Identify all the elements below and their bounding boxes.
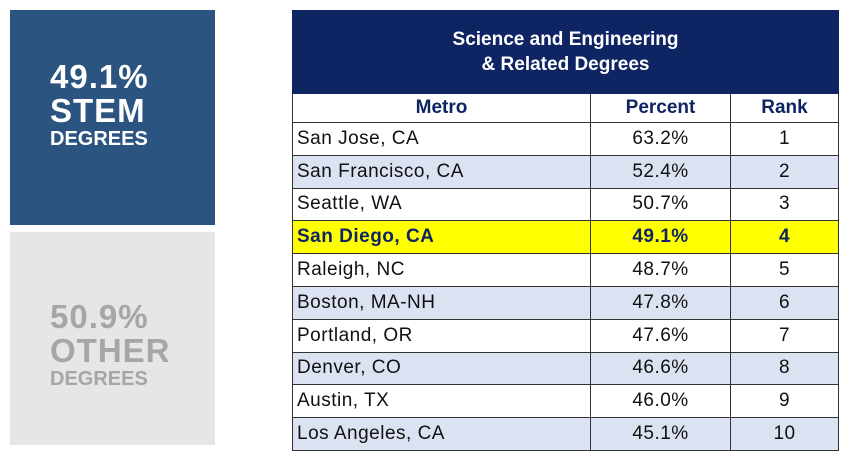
table-cell: 6 (729, 285, 840, 320)
table-cell: Austin, TX (292, 384, 591, 419)
table-cell: 8 (729, 351, 840, 386)
other-panel: 50.9% OTHER DEGREES (10, 232, 215, 445)
table-cell: 10 (729, 417, 840, 451)
table-cell: 46.0% (590, 384, 731, 419)
table-row: San Francisco, CA 52.4% 2 (292, 154, 840, 189)
column-header: Metro (292, 93, 591, 123)
table-row: Boston, MA-NH 47.8% 6 (292, 285, 840, 320)
table-cell: 9 (729, 384, 840, 419)
table-cell: 48.7% (590, 253, 731, 287)
title-line: & Related Degrees (481, 54, 650, 75)
panel-label: STEM (50, 92, 146, 129)
table-row: Portland, OR 47.6% 7 (292, 318, 840, 353)
table-cell: 4 (729, 220, 840, 255)
table-cell: San Jose, CA (292, 122, 591, 156)
table-cell: 63.2% (590, 122, 731, 156)
table-cell: 5 (729, 253, 840, 287)
table-cell: 49.1% (590, 220, 731, 255)
table-cell: 46.6% (590, 351, 731, 386)
table-row: Raleigh, NC 48.7% 5 (292, 253, 840, 287)
table-cell: Denver, CO (292, 351, 591, 386)
table-cell: Raleigh, NC (292, 253, 591, 287)
title-line: Science and Engineering (452, 29, 679, 50)
table-cell: Boston, MA-NH (292, 285, 591, 320)
table-row: Denver, CO 46.6% 8 (292, 351, 840, 386)
table-cell: 50.7% (590, 187, 731, 222)
table-cell: 3 (729, 187, 840, 222)
table-row: Seattle, WA 50.7% 3 (292, 187, 840, 222)
panel-sub: DEGREES (50, 128, 148, 150)
panel-label: OTHER (50, 332, 171, 369)
table-row: Austin, TX 46.0% 9 (292, 384, 840, 419)
table-row: San Jose, CA 63.2% 1 (292, 122, 840, 156)
table-cell: Los Angeles, CA (292, 417, 591, 451)
stem-panel: 49.1% STEM DEGREES (10, 10, 215, 225)
ranking-table: Science and Engineering & Related Degrees… (291, 10, 840, 451)
panel-sub: DEGREES (50, 368, 148, 390)
column-header: Percent (590, 93, 731, 123)
table-title: Science and Engineering & Related Degrees (291, 10, 840, 94)
column-header: Rank (729, 93, 840, 123)
panel-value: 50.9% (50, 298, 149, 335)
table-cell: 45.1% (590, 417, 731, 451)
table-cell: 47.6% (590, 318, 731, 353)
table-cell: 52.4% (590, 154, 731, 189)
table-cell: 7 (729, 318, 840, 353)
table-row: Los Angeles, CA 45.1% 10 (292, 417, 840, 451)
table-cell: Seattle, WA (292, 187, 591, 222)
table-cell: San Francisco, CA (292, 154, 591, 189)
table-cell: 1 (729, 122, 840, 156)
panel-value: 49.1% (50, 58, 149, 95)
table-cell: 47.8% (590, 285, 731, 320)
table-cell: San Diego, CA (292, 220, 591, 255)
table-cell: 2 (729, 154, 840, 189)
table-row: San Diego, CA 49.1% 4 (292, 220, 840, 255)
table-cell: Portland, OR (292, 318, 591, 353)
